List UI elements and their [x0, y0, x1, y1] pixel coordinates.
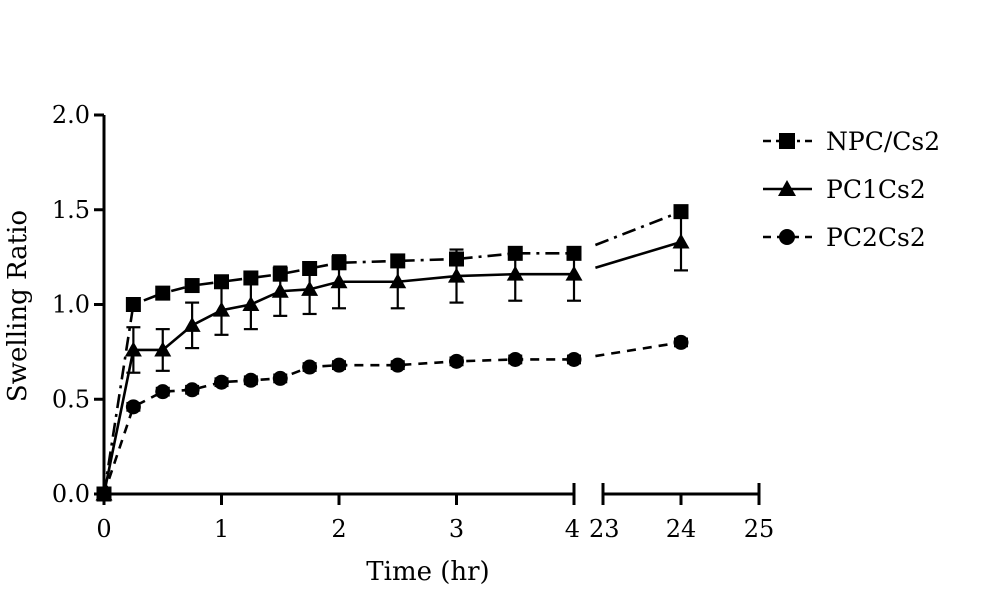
circle-marker: [125, 399, 141, 415]
triangle-marker: [506, 265, 524, 281]
legend-label: NPC/Cs2: [826, 127, 940, 156]
x-tick-label: 2: [331, 515, 346, 543]
circle-marker: [184, 382, 200, 398]
x-tick-label: 23: [589, 515, 620, 543]
y-tick-label: 1.5: [52, 196, 90, 224]
x-tick-label: 0: [96, 515, 111, 543]
y-axis-title: Swelling Ratio: [3, 210, 33, 402]
square-marker: [673, 204, 689, 220]
series-pc2cs2: [96, 334, 689, 502]
triangle-marker: [565, 265, 583, 281]
square-marker: [155, 285, 171, 301]
series-line: [102, 358, 574, 495]
triangle-marker: [124, 341, 142, 357]
square-marker: [184, 278, 200, 294]
circle-marker: [566, 351, 582, 367]
x-tick-label: 24: [666, 515, 697, 543]
circle-marker: [331, 357, 347, 373]
legend: NPC/Cs2 PC1Cs2 PC2Cs2: [763, 127, 940, 252]
triangle-marker: [301, 280, 319, 296]
legend-label: PC2Cs2: [826, 223, 926, 252]
y-tick-label: 2.0: [52, 101, 90, 129]
circle-marker: [302, 359, 318, 375]
y-tick-label: 1.0: [52, 291, 90, 319]
circle-marker: [673, 334, 689, 350]
series-line-break: [594, 210, 682, 247]
circle-marker: [155, 384, 171, 400]
circle-marker: [96, 486, 112, 502]
square-marker: [125, 297, 141, 312]
y-tick-label: 0.0: [52, 480, 90, 508]
series-npc-cs2: [96, 204, 689, 502]
series-line-break: [595, 341, 682, 358]
circle-marker: [390, 357, 406, 373]
legend-item: PC2Cs2: [763, 223, 926, 252]
triangle-marker: [242, 296, 260, 311]
y-tick-label: 0.5: [52, 385, 90, 413]
legend-item: NPC/Cs2: [763, 127, 940, 156]
legend-item: PC1Cs2: [763, 175, 926, 204]
triangle-marker: [330, 273, 348, 289]
square-marker: [243, 270, 259, 286]
circle-marker: [243, 372, 259, 388]
legend-label: PC1Cs2: [826, 175, 926, 204]
triangle-marker: [213, 301, 230, 317]
axes: 0.00.51.01.52.00 1 2 3 4 23 24 25: [52, 101, 774, 543]
x-tick-label: 1: [214, 515, 229, 543]
triangle-marker: [672, 233, 690, 249]
x-tick-label: 3: [449, 515, 464, 543]
triangle-marker: [778, 180, 796, 196]
square-marker: [779, 133, 795, 149]
series-pc1cs2: [95, 212, 690, 501]
series-layer: [95, 204, 690, 502]
circle-marker: [272, 370, 288, 386]
x-axis-title: Time (hr): [366, 557, 489, 587]
triangle-marker: [271, 282, 289, 298]
triangle-marker: [448, 267, 465, 283]
circle-marker: [507, 351, 523, 367]
triangle-marker: [183, 316, 201, 332]
x-tick-label: 4: [565, 515, 580, 543]
circle-marker: [214, 374, 229, 390]
circle-marker: [449, 353, 464, 369]
triangle-marker: [154, 341, 172, 357]
series-line-break: [595, 240, 682, 269]
triangle-marker: [389, 273, 407, 289]
circle-marker: [779, 229, 795, 245]
x-tick-label: 25: [744, 515, 775, 543]
